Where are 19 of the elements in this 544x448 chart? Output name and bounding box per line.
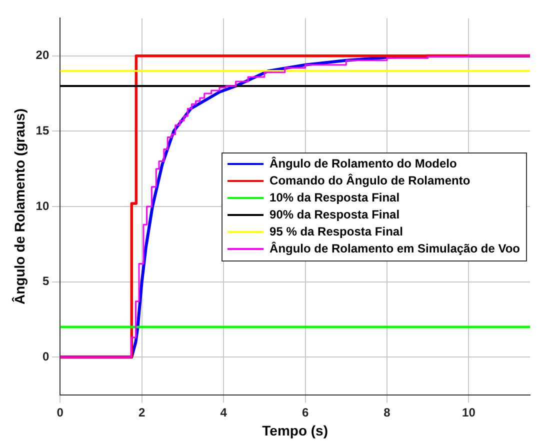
x-tick-label: 8: [384, 405, 391, 420]
y-tick-label: 5: [42, 274, 50, 288]
y-tick-label: 15: [36, 123, 50, 138]
legend-label: 95 % da Resposta Final: [270, 224, 403, 238]
x-tick-label: 4: [220, 405, 228, 420]
x-tick-label: 0: [56, 405, 64, 420]
legend-label: Ângulo de Rolamento em Simulação de Voo: [270, 241, 520, 256]
y-axis-title: Ângulo de Rolamento (graus): [11, 108, 28, 304]
x-tick-label: 10: [462, 405, 476, 420]
y-tick-label: 20: [36, 48, 50, 62]
y-tick-label: 0: [42, 349, 50, 364]
legend-label: Comando do Ângulo de Rolamento: [270, 173, 470, 188]
legend-label: 10% da Resposta Final: [270, 190, 400, 204]
legend-label: Ângulo de Rolamento do Modelo: [270, 156, 457, 170]
x-axis-title: Tempo (s): [262, 422, 328, 438]
x-tick-label: 2: [138, 405, 146, 420]
y-tick-label: 10: [36, 198, 50, 213]
legend-label: 90% da Resposta Final: [270, 207, 400, 222]
x-tick-label: 6: [302, 405, 309, 420]
